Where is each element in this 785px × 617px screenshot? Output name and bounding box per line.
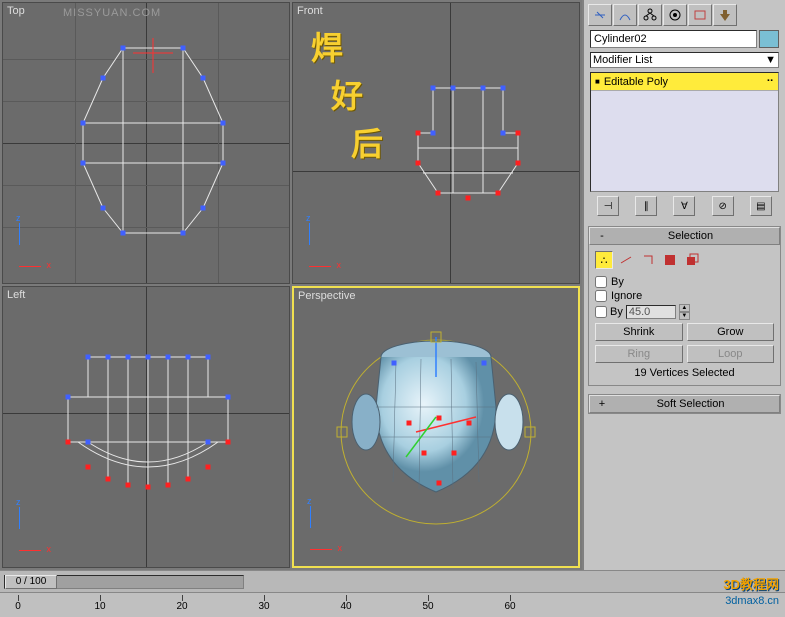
rollout-header[interactable]: -Selection [589,227,780,245]
pin-stack-icon[interactable]: ⊣ [597,196,619,216]
wireframe-front [408,83,528,213]
border-subobj-icon[interactable] [639,251,657,269]
time-ruler[interactable]: 0 10 20 30 40 50 60 [0,592,785,614]
element-subobj-icon[interactable] [683,251,701,269]
watermark-url: 3dmax8.cn [725,595,779,607]
modifier-stack-item[interactable]: Editable Poly⠒ [591,73,778,91]
ring-button[interactable]: Ring [595,345,683,363]
axis-gizmo [11,240,46,275]
angle-spinner[interactable] [626,305,676,319]
polygon-subobj-icon[interactable] [661,251,679,269]
viewport-label: Top [7,5,25,17]
viewport-left[interactable]: Left [2,286,290,568]
spinner-down-icon[interactable]: ▼ [679,312,690,320]
spinner-up-icon[interactable]: ▲ [679,304,690,312]
annotation-2: 好 [331,71,363,117]
display-tab-icon[interactable] [688,4,712,26]
modifier-stack[interactable]: Editable Poly⠒ [590,72,779,192]
viewport-front[interactable]: Front 焊 好 后 [292,2,580,284]
axis-gizmo [11,524,46,559]
remove-modifier-icon[interactable]: ⊘ [712,196,734,216]
ignore-backfacing-checkbox[interactable] [595,290,607,302]
loop-button[interactable]: Loop [687,345,775,363]
watermark-logo: 3D教程网 [723,574,779,593]
utilities-tab-icon[interactable] [713,4,737,26]
viewport-top[interactable]: Top MISSYUAN.COM [2,2,290,284]
annotation-1: 焊 [311,23,343,69]
time-slider-bar: 0 / 100 [0,570,785,592]
time-slider-thumb[interactable]: 0 / 100 [5,575,57,589]
command-panel-tabs [586,2,783,28]
selection-rollout: -Selection ∴ By Ignore By ▲▼ [588,226,781,386]
soft-selection-rollout: +Soft Selection [588,394,781,414]
create-tab-icon[interactable] [588,4,612,26]
hierarchy-tab-icon[interactable] [638,4,662,26]
grow-button[interactable]: Grow [687,323,775,341]
shaded-mesh [321,317,551,537]
watermark-top: MISSYUAN.COM [63,7,161,19]
viewport-perspective[interactable]: Perspective [292,286,580,568]
object-color-swatch[interactable] [759,30,779,48]
shrink-button[interactable]: Shrink [595,323,683,341]
viewport-label: Left [7,289,25,301]
show-result-icon[interactable]: ∥ [635,196,657,216]
viewport-quad: Top MISSYUAN.COM Front 焊 [0,0,582,570]
annotation-3: 后 [351,119,383,165]
wireframe-left [58,347,238,507]
make-unique-icon[interactable]: ∀ [673,196,695,216]
wireframe-top [63,33,243,253]
vertex-subobj-icon[interactable]: ∴ [595,251,613,269]
configure-sets-icon[interactable]: ▤ [750,196,772,216]
viewport-label: Perspective [298,290,355,302]
modify-tab-icon[interactable] [613,4,637,26]
viewport-label: Front [297,5,323,17]
rollout-header[interactable]: +Soft Selection [589,395,780,413]
modifier-list-dropdown[interactable]: Modifier List▼ [590,52,779,68]
motion-tab-icon[interactable] [663,4,687,26]
by-vertex-checkbox[interactable] [595,276,607,288]
axis-gizmo [301,240,336,275]
object-name-field[interactable] [590,30,757,48]
time-slider[interactable]: 0 / 100 [4,575,244,589]
by-angle-checkbox[interactable] [595,306,607,318]
edge-subobj-icon[interactable] [617,251,635,269]
selection-status: 19 Vertices Selected [595,365,774,381]
command-panel: Modifier List▼ Editable Poly⠒ ⊣ ∥ ∀ ⊘ ▤ … [582,0,785,570]
axis-gizmo [302,523,337,558]
